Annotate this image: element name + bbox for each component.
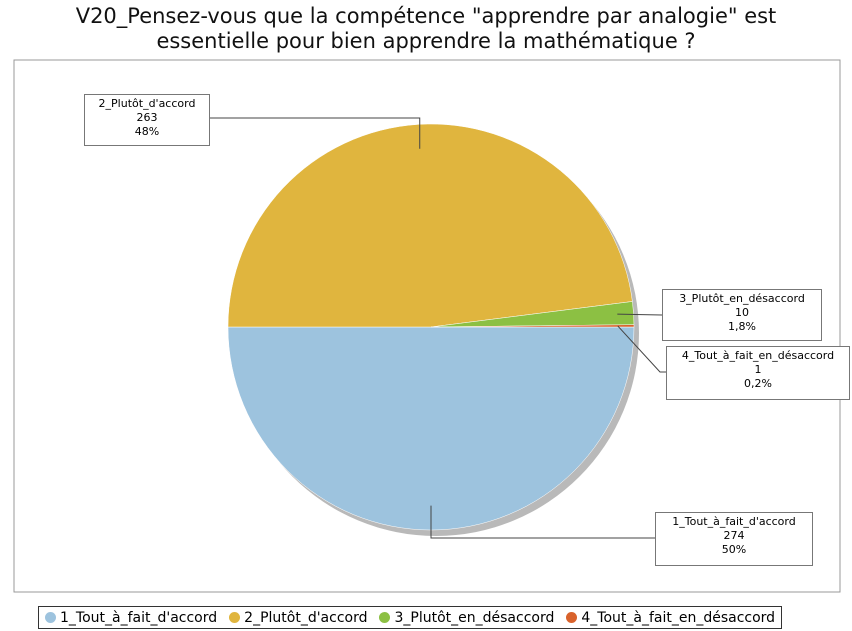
legend-swatch [229,612,241,623]
legend-label: 3_Plutôt_en_désaccord [394,609,555,626]
callout: 3_Plutôt_en_désaccord 10 1,8% [662,289,822,341]
callout-category: 4_Tout_à_fait_en_désaccord [681,349,835,362]
legend-item: 2_Plutôt_d'accord [229,610,367,626]
legend-item: 1_Tout_à_fait_d'accord [45,610,217,626]
pie-slice [430,324,635,328]
callout-percent: 48% [134,125,160,138]
callout-leader [210,117,421,149]
legend-swatch [379,612,391,623]
callout-leader [617,325,666,373]
chart-title: V20_Pensez-vous que la compétence "appre… [75,4,777,53]
callout-leader [617,313,663,316]
callout-value: 263 [136,111,158,124]
callout: 1_Tout_à_fait_d'accord 274 50% [655,512,813,566]
callout: 4_Tout_à_fait_en_désaccord 1 0,2% [666,346,850,400]
legend-label: 4_Tout_à_fait_en_désaccord [581,609,776,626]
callout-category: 3_Plutôt_en_désaccord [679,292,805,305]
legend-item: 3_Plutôt_en_désaccord [379,610,554,626]
callout-category: 2_Plutôt_d'accord [98,97,196,110]
callout-percent: 1,8% [728,320,756,333]
callout-value: 274 [723,529,745,542]
callout-leader [430,505,655,539]
legend-label: 1_Tout_à_fait_d'accord [60,609,218,626]
callout-value: 10 [735,306,749,319]
legend: 1_Tout_à_fait_d'accord 2_Plutôt_d'accord 3… [38,606,783,629]
legend-swatch [566,612,578,623]
callout-category: 1_Tout_à_fait_d'accord [672,515,796,528]
legend-swatch [45,612,56,623]
legend-label: 2_Plutôt_d'accord [244,609,368,626]
callout: 2_Plutôt_d'accord 263 48% [84,94,210,146]
callout-percent: 50% [721,543,747,556]
callout-percent: 0,2% [744,377,772,390]
legend-item: 4_Tout_à_fait_en_désaccord [566,610,775,626]
callout-value: 1 [754,363,762,376]
pie-slice [227,123,633,328]
